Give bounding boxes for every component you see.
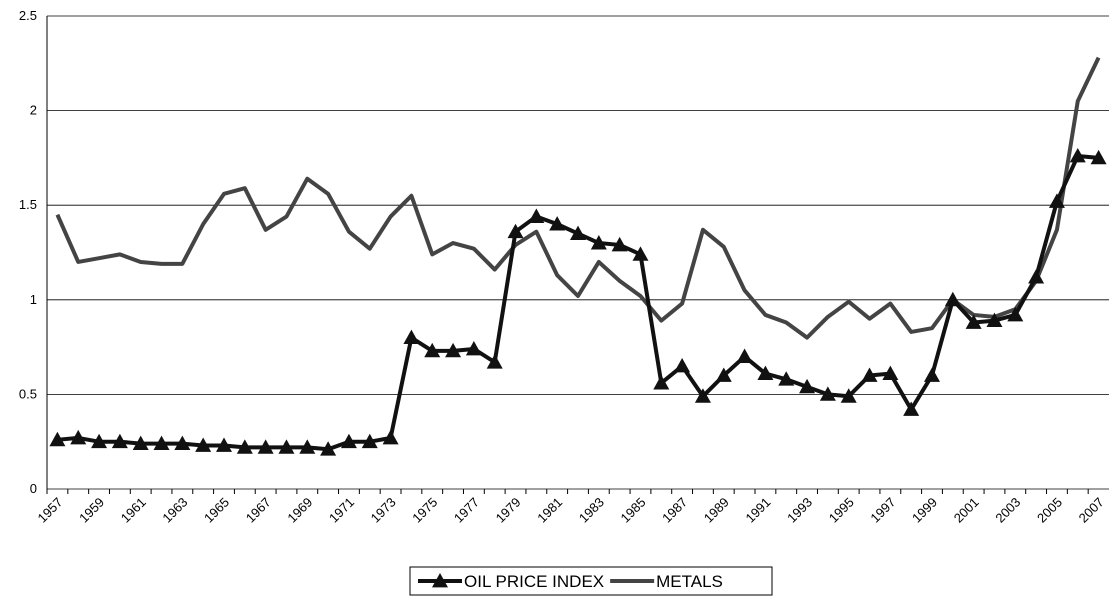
- point-marker: [111, 433, 128, 449]
- x-tick-label: 1993: [784, 495, 815, 526]
- point-marker: [778, 371, 795, 386]
- x-tick-label: 1961: [118, 495, 149, 526]
- point-marker: [736, 348, 753, 363]
- x-tick-label: 1957: [34, 495, 65, 526]
- point-marker: [944, 291, 961, 307]
- x-tick-label: 1971: [326, 495, 357, 526]
- point-marker: [153, 435, 170, 450]
- point-marker: [840, 388, 857, 403]
- point-marker: [299, 439, 316, 454]
- point-marker: [924, 367, 940, 382]
- point-marker: [882, 365, 899, 380]
- point-marker: [1090, 149, 1107, 165]
- point-marker: [632, 246, 649, 261]
- y-tick-label: 2: [30, 103, 37, 118]
- point-marker: [1028, 269, 1045, 284]
- point-marker: [757, 365, 774, 380]
- legend-marker: [432, 573, 448, 588]
- x-tick-label: 1973: [368, 495, 399, 526]
- legend-label: METALS: [656, 572, 723, 591]
- point-marker: [278, 439, 295, 454]
- x-tick-label: 1989: [701, 495, 732, 526]
- y-tick-label: 2.5: [19, 8, 37, 23]
- x-tick-label: 1969: [284, 495, 315, 526]
- series-line: [57, 154, 1099, 452]
- point-marker: [403, 329, 420, 345]
- x-tick-label: 1991: [742, 495, 773, 526]
- x-tick-label: 2005: [1034, 495, 1065, 526]
- point-marker: [861, 367, 878, 382]
- point-marker: [49, 431, 66, 447]
- point-marker: [528, 208, 545, 223]
- point-marker: [132, 435, 149, 450]
- point-marker: [486, 354, 503, 369]
- x-tick-label: 1997: [867, 495, 898, 526]
- x-tick-label: 1965: [201, 495, 232, 526]
- point-marker: [174, 435, 191, 450]
- x-tick-label: 1981: [534, 495, 565, 526]
- x-tick-label: 1979: [493, 495, 524, 526]
- y-tick-label: 0: [30, 481, 37, 496]
- x-tick-label: 2001: [951, 495, 982, 526]
- point-marker: [445, 342, 462, 358]
- point-marker: [382, 429, 399, 445]
- point-marker: [570, 225, 586, 240]
- point-marker: [216, 437, 232, 452]
- point-marker: [819, 386, 836, 401]
- point-marker: [694, 388, 711, 403]
- point-marker: [1007, 306, 1024, 322]
- point-marker: [799, 378, 816, 394]
- legend: OIL PRICE INDEX METALS: [409, 566, 773, 596]
- x-tick-label: 1975: [409, 495, 440, 526]
- point-marker: [320, 441, 337, 456]
- x-tick-label: 1977: [451, 495, 482, 526]
- x-tick-label: 1983: [576, 495, 607, 526]
- point-marker: [903, 401, 920, 416]
- point-marker: [965, 314, 982, 329]
- x-tick-label: 1995: [826, 495, 857, 526]
- y-tick-label: 1: [30, 292, 37, 307]
- point-marker: [195, 437, 212, 452]
- point-marker: [590, 235, 607, 250]
- point-marker: [1069, 148, 1086, 163]
- point-marker: [70, 429, 87, 445]
- x-tick-label: 1985: [618, 495, 649, 526]
- x-tick-label: 2003: [992, 495, 1023, 526]
- x-tick-label: 1963: [159, 495, 190, 526]
- point-marker: [340, 433, 357, 449]
- point-marker: [611, 236, 628, 252]
- x-tick-label: 1999: [909, 495, 940, 526]
- point-marker: [236, 439, 253, 454]
- x-tick-label: 1967: [243, 495, 274, 526]
- point-marker: [1048, 193, 1065, 208]
- point-marker: [653, 375, 670, 390]
- legend-label: OIL PRICE INDEX: [464, 572, 604, 591]
- point-marker: [715, 367, 732, 382]
- point-marker: [424, 342, 441, 358]
- point-marker: [507, 223, 524, 239]
- point-marker: [674, 358, 691, 373]
- x-tick-label: 1959: [76, 495, 107, 526]
- y-tick-label: 1.5: [19, 197, 37, 212]
- x-tick-label: 2007: [1076, 495, 1107, 526]
- legend-box: [409, 566, 773, 596]
- point-marker: [91, 433, 108, 449]
- point-marker: [257, 439, 274, 454]
- point-marker: [361, 433, 378, 449]
- series-line: [55, 56, 1101, 340]
- point-marker: [465, 340, 482, 356]
- y-tick-label: 0.5: [19, 386, 37, 401]
- x-tick-label: 1987: [659, 495, 690, 526]
- point-marker: [549, 216, 566, 231]
- point-marker: [986, 312, 1003, 328]
